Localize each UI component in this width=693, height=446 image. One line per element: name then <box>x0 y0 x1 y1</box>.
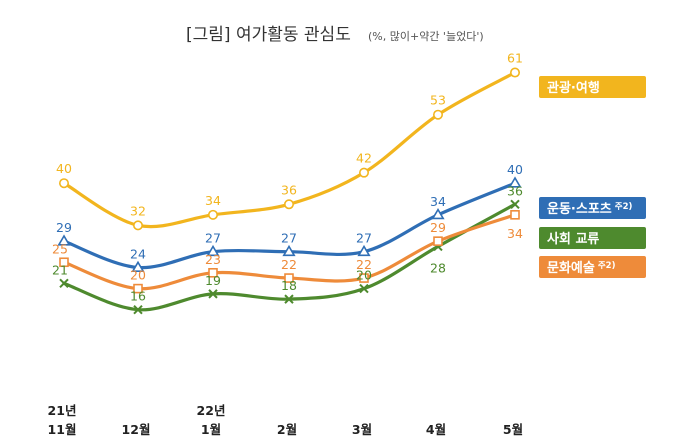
marker-s3-p1 <box>133 283 143 294</box>
data-label-s1-p0: 29 <box>56 220 72 235</box>
marker-s3-p2 <box>208 267 218 278</box>
marker-s3-p3 <box>284 273 294 283</box>
data-label-s3-p1: 20 <box>130 268 146 283</box>
data-label-s3-p2: 23 <box>205 252 221 267</box>
x-tick-5: 4월 <box>426 422 446 437</box>
marker-s0-p6 <box>509 67 520 78</box>
data-label-s0-p1: 32 <box>130 203 146 218</box>
data-label-s2-p4: 20 <box>356 268 372 283</box>
legend-box-1 <box>539 197 646 219</box>
marker-s3-p0 <box>59 257 69 268</box>
marker-s1-p4 <box>357 244 371 257</box>
data-label-s1-p1: 24 <box>130 247 146 262</box>
chart-title: [그림] 여가활동 관심도 <box>186 25 351 45</box>
marker-s1-p0 <box>57 234 71 246</box>
x-tick-year-0: 21년 <box>48 403 77 418</box>
legend-box-2 <box>539 227 646 249</box>
marker-s3-p5 <box>433 236 443 246</box>
marker-s2-p3 <box>284 294 294 304</box>
data-label-s2-p6: 36 <box>507 183 523 198</box>
x-tick-4: 3월 <box>352 422 372 437</box>
data-label-s1-p6: 40 <box>507 162 523 177</box>
x-tick-3: 2월 <box>277 422 297 437</box>
data-label-s1-p3: 27 <box>281 231 297 246</box>
x-axis: 21년 11월 12월 22년 1월 2월 3월 4월 5월 <box>48 403 524 437</box>
marker-s2-p0 <box>59 278 69 289</box>
data-label-s3-p4: 22 <box>356 257 372 272</box>
marker-s3-p4 <box>359 273 369 283</box>
marker-s2-p2 <box>208 289 218 299</box>
data-label-s3-p5: 29 <box>430 220 446 235</box>
data-label-s0-p0: 40 <box>56 161 72 176</box>
data-label-s1-p2: 27 <box>205 231 221 246</box>
marker-s0-p3 <box>283 199 294 210</box>
data-label-s2-p0: 21 <box>52 262 68 277</box>
marker-s2-p1 <box>133 304 143 315</box>
x-tick-0: 11월 <box>48 422 77 437</box>
data-labels: 40 32 34 36 42 53 61 29 24 27 27 27 34 40 21 16 19 18 20 28… <box>52 51 523 304</box>
marker-s1-p1 <box>131 260 145 272</box>
legend-label-1: 운동·스포츠 주2) <box>547 202 632 217</box>
data-label-s1-p5: 34 <box>430 194 446 209</box>
x-tick-1: 12월 <box>122 422 151 437</box>
marker-s0-p1 <box>133 220 144 231</box>
data-label-s2-p2: 19 <box>205 273 221 288</box>
marker-s1-p2 <box>206 244 220 257</box>
x-tick-2: 1월 <box>201 422 221 437</box>
series-markers <box>57 67 522 315</box>
legend-label-0: 관광·여행 <box>547 80 600 96</box>
data-label-s0-p5: 53 <box>430 93 446 108</box>
marker-s0-p2 <box>208 209 219 220</box>
legend-label-2: 사회 교류 <box>547 231 599 247</box>
marker-s3-p6 <box>510 210 520 220</box>
marker-s0-p5 <box>432 109 443 120</box>
legend-box-3 <box>539 256 646 278</box>
data-label-s2-p1: 16 <box>130 289 146 304</box>
data-label-s2-p3: 18 <box>281 278 297 293</box>
marker-s2-p4 <box>359 283 369 294</box>
marker-s2-p6 <box>510 199 520 209</box>
data-label-s3-p0: 25 <box>52 241 68 256</box>
data-label-s1-p4: 27 <box>356 231 372 246</box>
legend-box-0 <box>539 76 646 98</box>
data-label-s3-p6: 34 <box>507 226 523 241</box>
data-label-s0-p2: 34 <box>205 193 221 208</box>
marker-s0-p4 <box>358 167 369 178</box>
x-tick-6: 5월 <box>503 422 523 437</box>
chart-subtitle: (%, 많이+약간 '늘었다') <box>368 29 484 43</box>
x-tick-year-2: 22년 <box>197 403 226 418</box>
marker-s1-p6 <box>508 176 522 188</box>
data-label-s0-p3: 36 <box>281 182 297 197</box>
data-label-s0-p6: 61 <box>507 51 523 66</box>
data-label-s3-p3: 22 <box>281 257 297 272</box>
marker-s1-p5 <box>431 208 445 220</box>
data-label-s2-p5: 28 <box>430 260 446 275</box>
data-label-s0-p4: 42 <box>356 151 372 166</box>
marker-s0-p0 <box>58 178 69 189</box>
marker-s1-p3 <box>282 244 296 257</box>
